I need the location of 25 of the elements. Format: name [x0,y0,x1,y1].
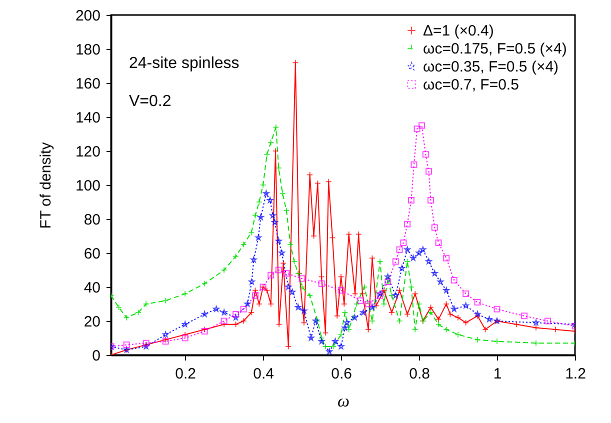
x-tick-label: 1.2 [565,366,586,382]
y-tick-label: 80 [84,212,100,228]
y-tick-label: 0 [92,348,100,364]
x-tick-label: 0.6 [331,366,352,382]
y-axis-title: FT of density [37,142,54,229]
legend-label: ωc=0.7, F=0.5 [423,76,519,94]
x-tick-label: 0.8 [409,366,430,382]
legend-label: ωc=0.175, F=0.5 (×4) [423,40,567,58]
y-tick-label: 160 [75,76,100,92]
y-tick-label: 60 [84,246,100,262]
y-tick-label: 100 [75,178,100,194]
x-axis-title: ω [337,392,350,410]
y-tick-label: 180 [75,42,100,58]
y-tick-label: 200 [75,8,100,24]
y-tick-label: 20 [84,314,100,330]
annotation: 24-site spinless [129,55,240,72]
x-tick-label: 0.2 [175,366,196,382]
annotation: V=0.2 [129,93,172,110]
x-tick-label: 1 [493,366,502,382]
legend-label: ωc=0.35, F=0.5 (×4) [423,58,559,76]
y-tick-label: 40 [84,280,100,296]
legend-label: Δ=1 (×0.4) [423,22,494,40]
y-tick-label: 120 [75,144,100,160]
y-tick-label: 140 [75,110,100,126]
x-tick-label: 0.4 [253,366,274,382]
